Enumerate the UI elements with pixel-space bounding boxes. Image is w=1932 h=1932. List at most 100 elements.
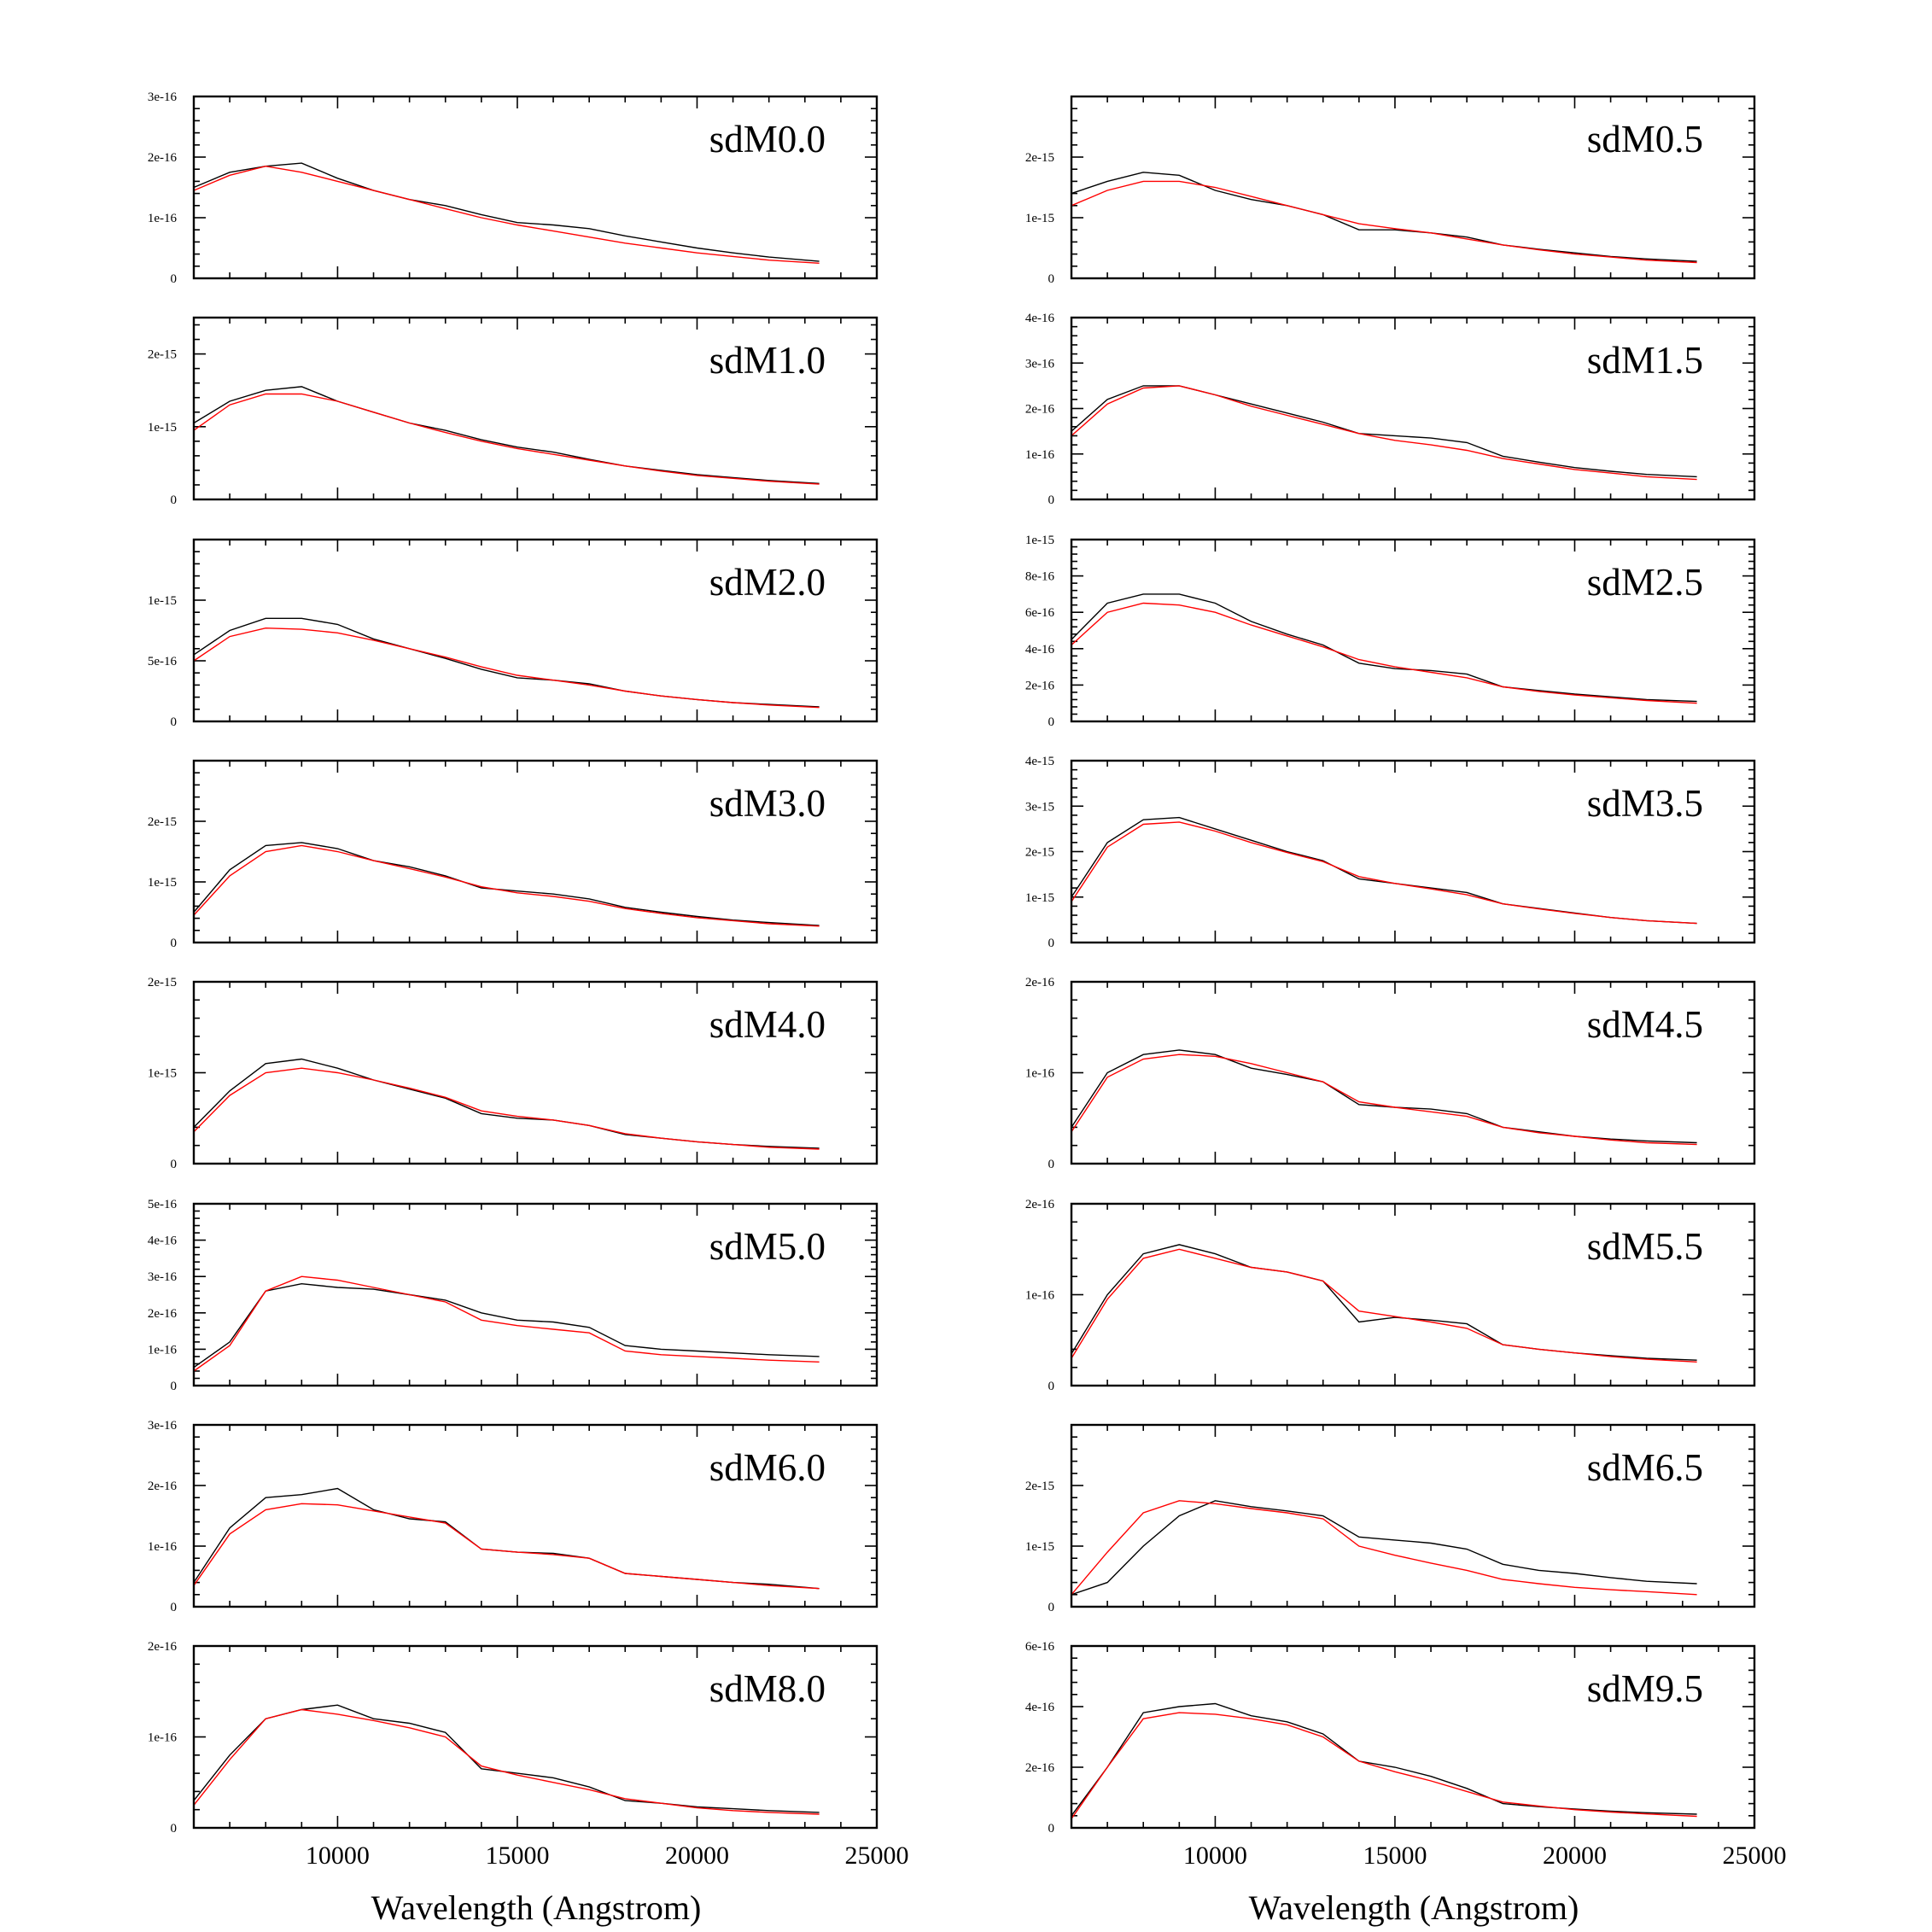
y-tick-label: 4e-16 [148, 1234, 178, 1248]
panel-label: sdM2.5 [1587, 561, 1703, 604]
y-tick-label: 2e-15 [1025, 846, 1054, 860]
observed-spectrum-line [1071, 385, 1697, 478]
y-tick-label: 1e-16 [1025, 448, 1055, 462]
model-spectrum-line [1071, 602, 1697, 704]
y-tick-label: 4e-16 [1025, 643, 1055, 657]
model-spectrum-line [193, 165, 820, 264]
y-tick-label: 6e-16 [1025, 606, 1055, 620]
y-tick-label: 4e-15 [1025, 755, 1054, 768]
model-spectrum-line [1071, 1712, 1697, 1819]
y-tick-label: 1e-16 [148, 212, 178, 225]
panel-label: sdM3.5 [1587, 782, 1703, 825]
observed-spectrum-line [193, 386, 820, 484]
x-axis-titles: Wavelength (Angstrom) Wavelength (Angstr… [371, 1888, 1579, 1927]
x-tick-label: 15000 [1363, 1842, 1427, 1870]
y-tick-label: 1e-15 [148, 1067, 177, 1081]
panel-frame [1070, 316, 1756, 501]
y-tick-label: 0 [1048, 493, 1055, 507]
y-tick-label: 0 [171, 272, 178, 286]
x-tick-label: 25000 [845, 1842, 909, 1870]
x-tick-label: 20000 [665, 1842, 729, 1870]
y-tick-label: 5e-16 [148, 655, 178, 668]
observed-spectrum-line [1071, 172, 1697, 262]
y-tick-label: 3e-15 [1025, 800, 1054, 814]
observed-spectrum-line [193, 1704, 820, 1813]
panel-label: sdM8.0 [709, 1667, 826, 1710]
model-spectrum-line [193, 1708, 820, 1815]
y-tick-label: 2e-15 [1025, 1480, 1054, 1493]
model-spectrum-line [193, 627, 820, 709]
observed-spectrum-line [193, 1487, 820, 1590]
panel-label: sdM5.5 [1587, 1225, 1703, 1268]
panel-sdm6-0: 0 1e-16 2e-16 3e-16 sdM6.0 [148, 1419, 878, 1614]
y-tick-label: 1e-15 [1025, 534, 1054, 547]
y-tick-label: 1e-15 [148, 594, 177, 608]
panel-label: sdM6.0 [709, 1446, 826, 1489]
panel-frame [192, 538, 878, 723]
y-tick-label: 6e-16 [1025, 1640, 1055, 1654]
y-tick-label: 2e-16 [148, 151, 178, 165]
panel-label: sdM4.5 [1587, 1003, 1703, 1046]
panel-label: sdM1.5 [1587, 339, 1703, 382]
model-spectrum-line [1071, 1054, 1697, 1146]
y-tick-label: 1e-16 [148, 1540, 178, 1554]
y-tick-label: 2e-16 [148, 1307, 178, 1321]
panel-sdm9-5: 0 2e-16 4e-16 6e-16 sdM9.5 10000 15000 20000 250… [1025, 1640, 1787, 1870]
observed-spectrum-line [193, 842, 820, 926]
panel-label: sdM1.0 [709, 339, 826, 382]
panel-frame [1070, 1202, 1756, 1387]
model-spectrum-line [193, 1067, 820, 1150]
y-tick-label: 0 [171, 1380, 178, 1393]
y-tick-label: 1e-15 [148, 876, 177, 890]
panel-frame [1070, 538, 1756, 723]
x-axis-title-right: Wavelength (Angstrom) [1249, 1888, 1579, 1927]
y-tick-label: 3e-16 [148, 1270, 178, 1284]
y-tick-label: 2e-16 [1025, 679, 1055, 692]
y-tick-label: 0 [171, 493, 178, 507]
panel-sdm5-0: 0 1e-16 2e-16 3e-16 4e-16 5e-16 sdM5.0 [148, 1198, 878, 1393]
panel-frame [1070, 759, 1756, 944]
panel-sdm4-0: 0 1e-15 2e-15 sdM4.0 [148, 976, 878, 1171]
y-tick-label: 8e-16 [1025, 570, 1055, 584]
model-spectrum-line [1071, 180, 1697, 264]
panel-sdm2-5: 0 2e-16 4e-16 6e-16 8e-16 1e-15 sdM2.5 [1025, 534, 1756, 729]
x-tick-label: 15000 [485, 1842, 549, 1870]
model-spectrum-line [1071, 821, 1697, 925]
panel-label: sdM5.0 [709, 1225, 826, 1268]
panel-sdm2-0: 0 5e-16 1e-15 sdM2.0 [148, 538, 878, 729]
panel-label: sdM3.0 [709, 782, 826, 825]
y-tick-label: 4e-16 [1025, 312, 1055, 325]
model-spectrum-line [1071, 385, 1697, 481]
x-tick-label: 10000 [306, 1842, 370, 1870]
panel-frame [1070, 1644, 1756, 1830]
y-tick-label: 3e-16 [148, 90, 178, 104]
y-tick-label: 0 [1048, 715, 1055, 729]
panel-label: sdM9.5 [1587, 1667, 1703, 1710]
x-tick-label: 25000 [1723, 1842, 1787, 1870]
y-tick-label: 2e-16 [1025, 1198, 1055, 1211]
observed-spectrum-line [1071, 1049, 1697, 1144]
observed-spectrum-line [1071, 593, 1697, 703]
panel-sdm3-5: 0 1e-15 2e-15 3e-15 4e-15 sdM3.5 [1025, 755, 1756, 950]
y-tick-label: 0 [1048, 1158, 1055, 1171]
x-axis-title-left: Wavelength (Angstrom) [371, 1888, 702, 1927]
panel-frame [192, 1423, 878, 1608]
panel-label: sdM2.0 [709, 561, 826, 604]
panel-sdm0-0: 0 1e-16 2e-16 3e-16 sdM0.0 [148, 90, 878, 286]
y-tick-label: 0 [171, 937, 178, 950]
model-spectrum-line [1071, 1248, 1697, 1363]
panel-sdm8-0: 0 1e-16 2e-16 sdM8.0 10000 15000 20000 25000 [148, 1640, 909, 1870]
y-tick-label: 0 [171, 715, 178, 729]
panel-label: sdM4.0 [709, 1003, 826, 1046]
model-spectrum-line [193, 844, 820, 927]
model-spectrum-line [193, 1503, 820, 1590]
model-spectrum-line [1071, 1500, 1697, 1596]
y-tick-label: 0 [1048, 1601, 1055, 1614]
y-tick-label: 2e-15 [148, 976, 177, 989]
panel-frame [192, 980, 878, 1165]
y-tick-label: 3e-16 [148, 1419, 178, 1433]
panel-sdm6-5: 0 1e-15 2e-15 sdM6.5 [1025, 1423, 1756, 1614]
model-spectrum-line [193, 393, 820, 485]
panel-label: sdM0.5 [1587, 118, 1703, 161]
